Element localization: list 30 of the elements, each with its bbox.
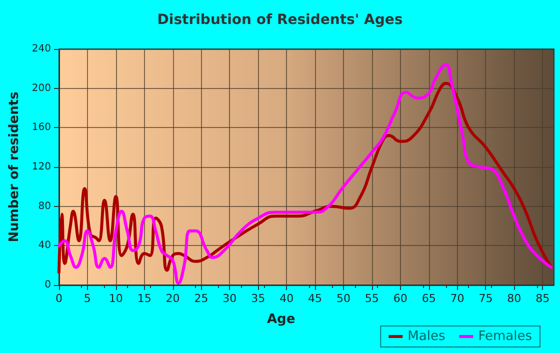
- x-tick-label: 40: [280, 292, 294, 305]
- x-tick-label: 50: [336, 292, 350, 305]
- y-tick-label: 0: [44, 280, 51, 290]
- x-tick-label: 80: [507, 292, 522, 305]
- x-tick-label: 60: [393, 292, 408, 305]
- y-tick-label: 40: [38, 240, 51, 252]
- y-axis-title: Number of residents: [7, 91, 22, 242]
- x-tick-label: 55: [364, 292, 379, 305]
- y-tick-label: 160: [32, 122, 51, 134]
- x-tick-label: 45: [308, 292, 322, 305]
- x-tick-label: 5: [84, 292, 91, 305]
- x-tick-label: 85: [536, 292, 550, 305]
- x-tick-label: 70: [450, 292, 464, 305]
- x-tick-label: 75: [478, 292, 493, 305]
- x-tick-label: 20: [166, 292, 180, 305]
- legend-label: Males: [408, 329, 446, 344]
- x-tick-label: 35: [251, 292, 266, 305]
- y-tick-label: 200: [32, 82, 51, 94]
- y-tick-label: 80: [38, 200, 51, 212]
- x-tick-label: 0: [55, 292, 62, 305]
- x-tick-label: 30: [222, 292, 237, 305]
- x-tick-label: 65: [422, 292, 436, 305]
- x-tick-label: 10: [108, 292, 123, 305]
- y-tick-label: 240: [32, 44, 51, 54]
- x-tick-label: 25: [194, 292, 208, 305]
- x-tick-label: 15: [137, 292, 152, 305]
- legend-label: Females: [478, 329, 532, 344]
- x-axis-title: Age: [266, 312, 296, 327]
- chart-title: Distribution of Residents' Ages: [157, 12, 403, 28]
- y-tick-label: 120: [32, 162, 51, 172]
